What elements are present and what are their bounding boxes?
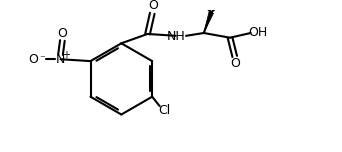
Text: ⁻: ⁻ xyxy=(39,54,45,64)
Text: NH: NH xyxy=(167,30,186,43)
Text: O: O xyxy=(57,28,67,40)
Text: O: O xyxy=(231,57,240,70)
Text: OH: OH xyxy=(249,26,268,39)
Text: Cl: Cl xyxy=(158,104,170,117)
Text: +: + xyxy=(62,50,70,60)
Polygon shape xyxy=(204,12,213,33)
Text: O: O xyxy=(148,0,158,12)
Text: O: O xyxy=(28,53,38,66)
Text: N: N xyxy=(56,53,65,66)
